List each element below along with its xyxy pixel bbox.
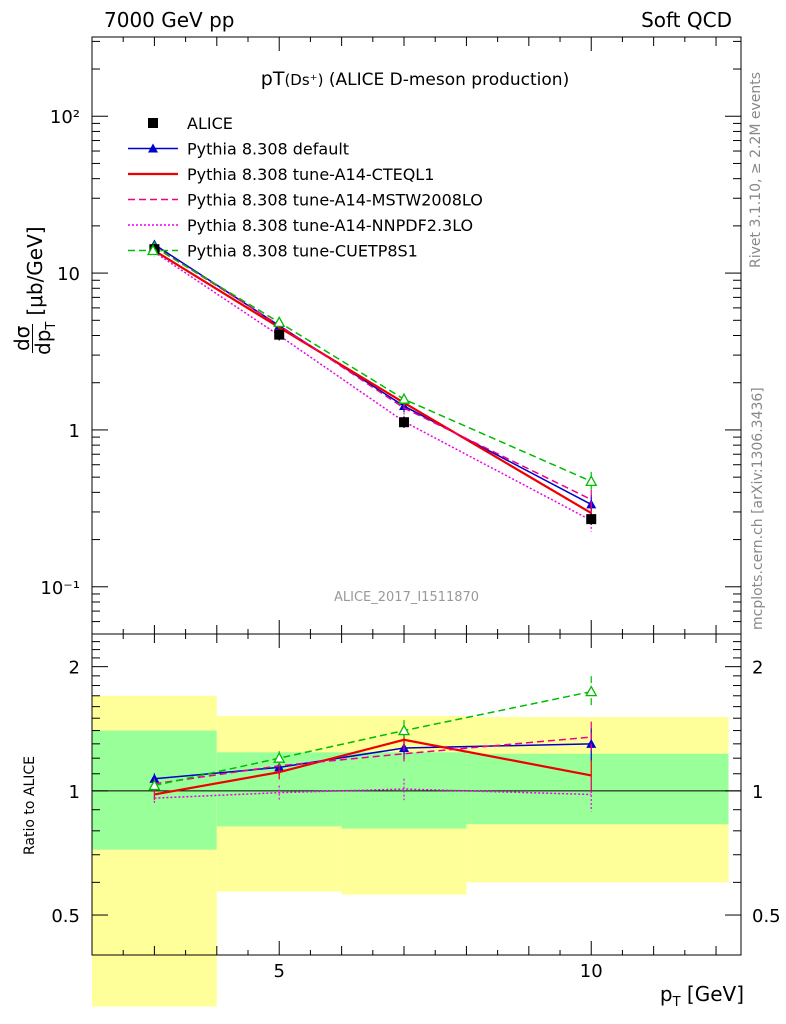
title-species: (Ds⁺) xyxy=(284,71,324,89)
series-marker xyxy=(397,392,411,404)
xlabel-p: p xyxy=(659,982,673,1006)
xlabel-unit: [GeV] xyxy=(686,982,744,1006)
ratio-series-marker xyxy=(586,738,597,748)
ratio-series-line xyxy=(154,690,592,787)
series-marker xyxy=(273,316,286,328)
xlabel-sub: T xyxy=(672,995,681,1010)
title-description: (ALICE D-meson production) xyxy=(328,70,570,90)
ratio-y-tick-label-right: 1 xyxy=(752,782,763,803)
analysis-id-watermark: ALICE_2017_I1511870 xyxy=(334,590,480,605)
legend-marker xyxy=(146,244,160,256)
series-line xyxy=(154,246,592,483)
process-label: Soft QCD xyxy=(641,8,732,32)
ratio-series-marker xyxy=(149,773,160,783)
ratio-band-green xyxy=(466,753,729,825)
x-axis-label: pT [GeV] xyxy=(660,982,744,1010)
series-marker xyxy=(585,475,598,487)
ratio-y-tick-label-right: 2 xyxy=(752,658,763,679)
legend-marker xyxy=(148,143,158,153)
y-tick-label: 1 xyxy=(69,421,80,442)
ratio-series-marker xyxy=(585,685,598,697)
ratio-y-axis-label: Ratio to ALICE xyxy=(22,755,38,855)
ylabel-denominator: dp xyxy=(31,329,55,355)
series-line xyxy=(154,245,592,501)
main-chart-title: pT(Ds⁺) (ALICE D-meson production) xyxy=(0,68,786,90)
data-marker xyxy=(399,417,410,428)
rivet-version-label: Rivet 3.1.10, ≥ 2.2M events xyxy=(748,71,764,268)
ratio-y-tick-label: 0.5 xyxy=(51,906,80,927)
legend-entry-label: Pythia 8.308 default xyxy=(187,140,349,159)
ratio-y-tick-label: 1 xyxy=(69,782,80,803)
y-tick-label: 10 xyxy=(57,264,80,285)
ratio-y-tick-label: 2 xyxy=(69,658,80,679)
energy-label: 7000 GeV pp xyxy=(104,8,235,32)
ylabel-unit: [μb/GeV] xyxy=(23,226,47,316)
title-pt: pT xyxy=(260,68,285,90)
data-marker xyxy=(274,329,285,340)
series-line xyxy=(153,249,592,515)
legend-marker xyxy=(148,118,158,128)
legend-entry-label: Pythia 8.308 tune-A14-CTEQL1 xyxy=(187,165,434,184)
ylabel-denominator-sub: T xyxy=(44,321,59,330)
ratio-series-line xyxy=(154,736,592,785)
ratio-series-line xyxy=(154,738,592,796)
ratio-y-tick-label-right: 0.5 xyxy=(752,906,781,927)
legend-entry-label: ALICE xyxy=(187,114,233,133)
ratio-plot-frame xyxy=(91,633,742,956)
ratio-series-marker xyxy=(273,751,286,763)
legend-entry-label: Pythia 8.308 tune-A14-MSTW2008LO xyxy=(187,191,483,210)
y-tick-label: 10² xyxy=(50,107,80,128)
legend-entry-label: Pythia 8.308 tune-CUETP8S1 xyxy=(187,242,418,261)
ratio-series-marker xyxy=(397,724,411,736)
ratio-series-marker xyxy=(148,779,161,791)
y-tick-label: 10⁻¹ xyxy=(40,578,80,599)
x-tick-label: 5 xyxy=(273,961,284,982)
ylabel-numerator: dσ xyxy=(10,323,34,354)
upper-y-axis-label: dσ dpT [μb/GeV] xyxy=(10,226,59,355)
x-tick-label: 10 xyxy=(580,961,603,982)
legend-entry-label: Pythia 8.308 tune-A14-NNPDF2.3LO xyxy=(187,216,473,235)
series-line xyxy=(153,251,592,522)
mcplots-label: mcplots.cern.ch [arXiv:1306.3436] xyxy=(750,387,766,630)
series-line xyxy=(153,243,592,506)
data-marker xyxy=(586,514,597,525)
